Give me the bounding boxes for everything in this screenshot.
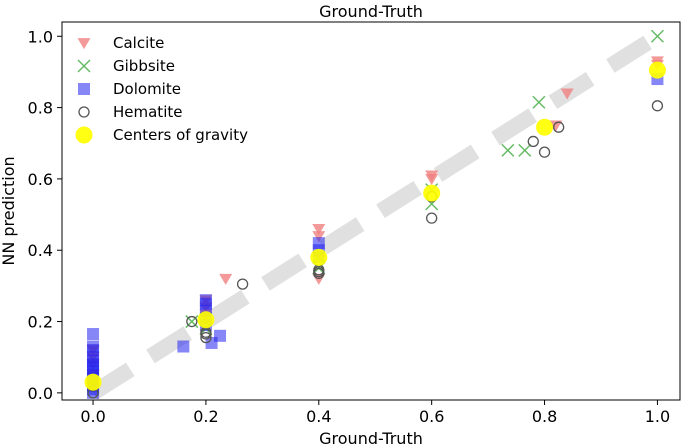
x-tick-label: 0.8: [532, 407, 557, 426]
legend-item-hematite: Hematite: [78, 103, 182, 121]
dolomite-point: [214, 329, 227, 342]
y-axis-title: NN prediction: [0, 156, 18, 265]
hematite-point: [186, 315, 198, 328]
legend-item-dolomite: Dolomite: [78, 80, 181, 98]
y-ticks: 0.0 0.2 0.4 0.6 0.8 1.0: [28, 27, 62, 403]
x-ticks: 0.0 0.2 0.4 0.6 0.8 1.0: [80, 400, 670, 426]
legend-marker-gibbsite: [77, 59, 91, 73]
centers-of-gravity-point: [84, 373, 102, 391]
gibbsite-point: [650, 29, 664, 43]
identity-reference-line: [88, 29, 662, 400]
gibbsite-point: [185, 315, 199, 329]
y-tick-label: 0.2: [28, 313, 53, 332]
calcite-point: [549, 120, 563, 132]
hematite-point: [426, 212, 438, 224]
legend-item-centers-of-gravity: Centers of gravity: [75, 126, 248, 144]
plot-frame: [61, 21, 681, 401]
centers-of-gravity-point: [648, 61, 666, 79]
hematite-point: [200, 328, 212, 340]
hematite-point: [651, 100, 664, 112]
gibbsite-point: [501, 143, 515, 157]
legend-label-hematite: Hematite: [113, 103, 182, 121]
gibbsite-point: [532, 95, 546, 109]
centers-of-gravity-point: [197, 311, 215, 329]
legend-marker-centers-of-gravity: [75, 126, 93, 144]
reference-line-layer: [88, 29, 662, 400]
x-tick-label: 0.2: [193, 407, 218, 426]
gibbsite-point: [518, 143, 532, 157]
y-tick-label: 0.6: [28, 170, 53, 189]
dolomite-point: [87, 328, 100, 341]
dolomite-point: [87, 340, 100, 353]
legend-label-centers-of-gravity: Centers of gravity: [113, 126, 248, 144]
legend-label-dolomite: Dolomite: [113, 80, 181, 98]
legend-label-gibbsite: Gibbsite: [113, 57, 175, 75]
x-tick-label: 0.6: [419, 407, 444, 426]
calcite-point: [219, 273, 233, 285]
x-tick-label: 0.0: [80, 407, 105, 426]
legend-label-calcite: Calcite: [113, 34, 164, 52]
x-axis-title: Ground-Truth: [319, 429, 423, 445]
hematite-point: [236, 278, 249, 290]
y-tick-label: 1.0: [28, 27, 53, 46]
legend-marker-calcite: [77, 38, 91, 50]
legend-item-gibbsite: Gibbsite: [77, 57, 175, 75]
x-tick-label: 0.4: [306, 407, 331, 426]
dolomite-point: [177, 340, 190, 353]
calcite-point: [560, 88, 574, 100]
hematite-point: [200, 331, 212, 344]
chart-title: Ground-Truth: [319, 2, 423, 21]
points-layer: [84, 29, 666, 399]
hematite-point: [313, 267, 325, 280]
y-tick-label: 0.0: [28, 384, 53, 403]
series-centers-of-gravity: [84, 61, 666, 391]
hematite-point: [538, 146, 551, 158]
centers-of-gravity-point: [536, 118, 554, 136]
hematite-point: [553, 121, 565, 133]
hematite-point: [527, 135, 539, 148]
centers-of-gravity-point: [310, 248, 328, 266]
legend-marker-dolomite: [78, 83, 90, 95]
legend-item-calcite: Calcite: [77, 34, 164, 52]
legend-marker-hematite: [78, 106, 90, 118]
y-tick-label: 0.8: [28, 99, 53, 118]
legend: Calcite Gibbsite Dolomite Hematite Centers o…: [75, 34, 248, 144]
calcite-point: [312, 231, 326, 243]
calcite-point: [312, 223, 326, 236]
y-tick-label: 0.4: [28, 241, 53, 260]
calcite-point: [425, 174, 439, 186]
x-tick-label: 1.0: [645, 407, 670, 426]
centers-of-gravity-point: [423, 184, 441, 202]
